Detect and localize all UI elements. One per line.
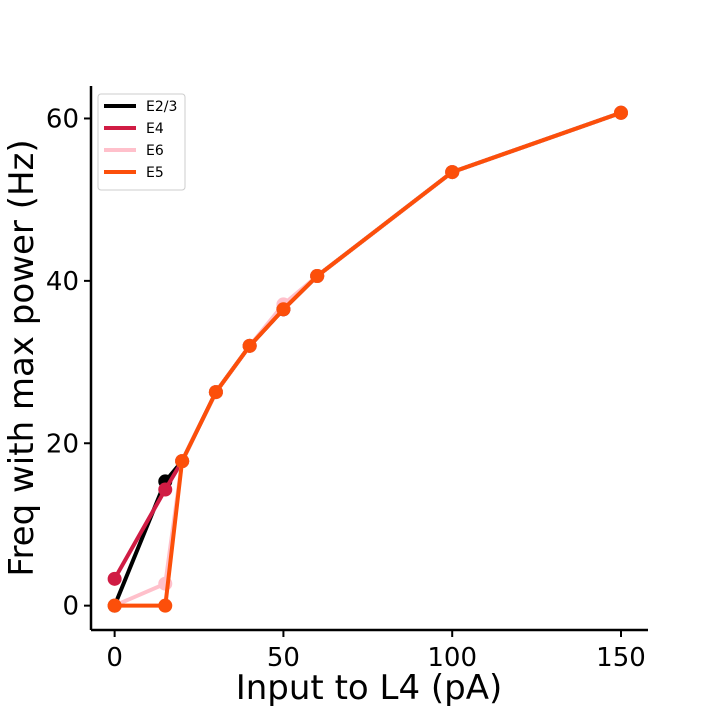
data-point	[242, 338, 257, 353]
y-tick-label: 20	[46, 429, 79, 459]
x-tick-label: 50	[267, 643, 300, 673]
series-line	[113, 110, 622, 608]
data-point	[107, 598, 122, 613]
data-point	[158, 482, 173, 497]
y-tick-label: 60	[46, 104, 79, 134]
data-point	[613, 105, 628, 120]
data-point	[107, 571, 122, 586]
data-point	[310, 268, 325, 283]
data-point	[276, 302, 291, 317]
data-point	[175, 454, 190, 469]
y-axis-label: Freq with max power (Hz)	[2, 139, 42, 576]
legend-box	[97, 93, 186, 191]
series-1	[107, 105, 628, 613]
legend-label: E2/3	[146, 99, 177, 115]
series-3	[107, 105, 628, 613]
x-axis-label: Input to L4 (pA)	[236, 668, 503, 708]
x-tick-label: 0	[106, 643, 123, 673]
series-4	[107, 105, 628, 613]
y-ticks: 0 20 40 60	[46, 104, 91, 622]
y-tick-label: 0	[62, 592, 79, 622]
data-point	[158, 598, 173, 613]
series-line	[112, 110, 622, 607]
data-point	[208, 385, 223, 400]
legend-label: E4	[146, 121, 164, 137]
x-tick-label: 100	[427, 643, 477, 673]
series-line	[114, 110, 622, 608]
data-point	[445, 165, 460, 180]
y-tick-label: 40	[46, 267, 79, 297]
legend: E2/3 E4 E6 E5	[97, 93, 186, 191]
legend-label: E6	[146, 143, 164, 159]
series-line	[112, 110, 622, 580]
plot-area	[107, 105, 628, 613]
legend-label: E5	[146, 165, 164, 181]
series-2	[107, 105, 628, 586]
x-tick-label: 150	[596, 643, 646, 673]
x-ticks: 0 50 100 150	[106, 630, 646, 673]
